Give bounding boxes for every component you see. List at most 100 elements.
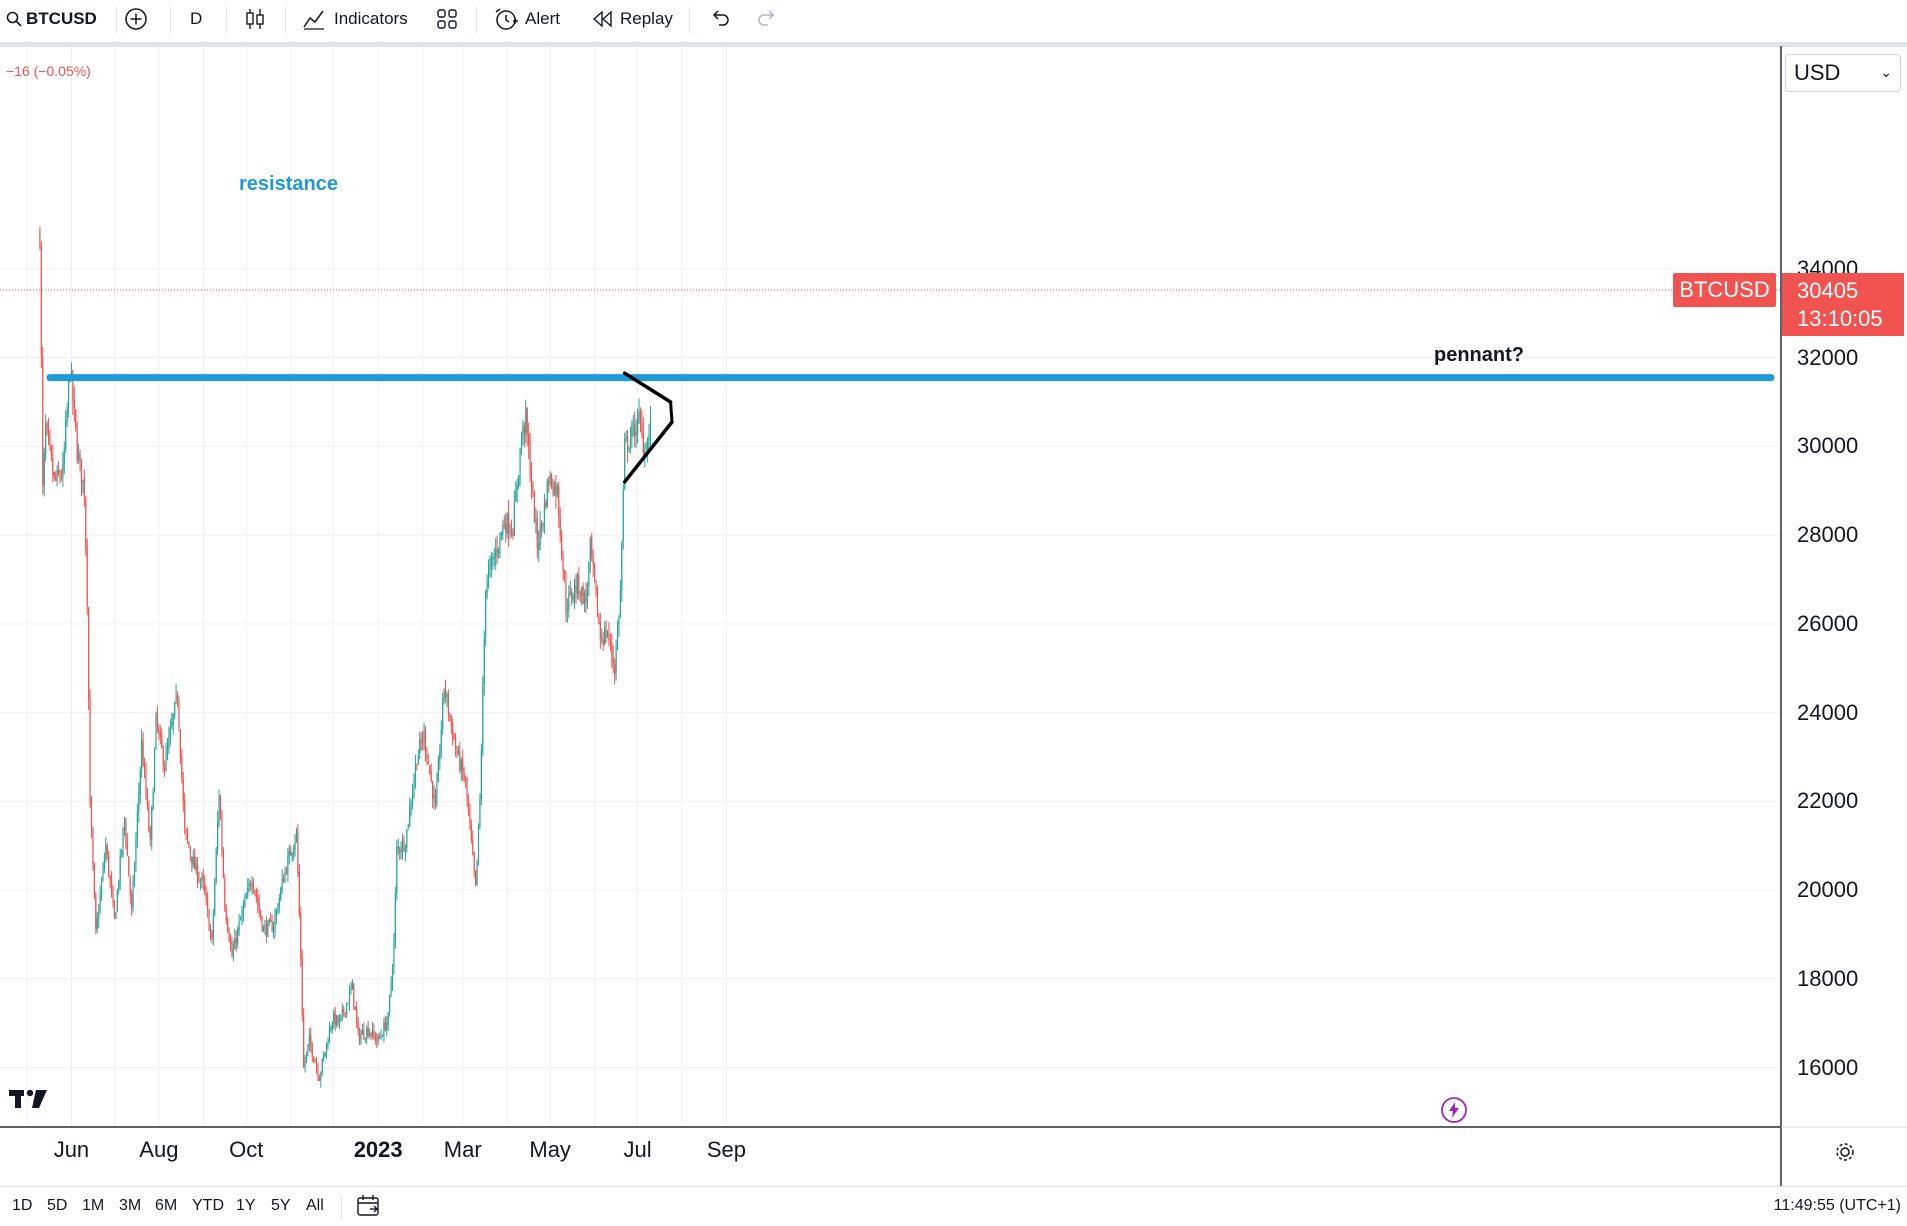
pennant-apex[interactable]: [669, 401, 674, 423]
candle-body: [416, 764, 418, 766]
indicators-button[interactable]: Indicators: [302, 0, 408, 38]
candle-body: [42, 356, 44, 486]
candle: [626, 430, 629, 463]
candle-body: [439, 752, 441, 761]
candle-body: [529, 444, 531, 477]
candle-body: [485, 591, 487, 637]
candle: [444, 679, 447, 703]
candle-body: [172, 714, 174, 724]
candle-body: [545, 501, 547, 508]
clock-timezone[interactable]: 11:49:55 (UTC+1): [1773, 1197, 1901, 1214]
candle: [184, 792, 186, 835]
calendar-icon[interactable]: [356, 1194, 382, 1218]
candle: [298, 863, 300, 919]
candle: [151, 805, 153, 851]
candle-body: [475, 870, 477, 885]
candle-body: [110, 879, 113, 892]
candle: [341, 1003, 343, 1022]
candle-body: [310, 1034, 312, 1046]
candle: [222, 847, 224, 879]
candle-body: [209, 929, 212, 933]
candle: [400, 841, 402, 860]
alert-button[interactable]: Alert: [493, 0, 560, 38]
time-tick-label: Jun: [53, 1137, 90, 1162]
candle-body: [615, 647, 617, 673]
undo-button[interactable]: [709, 0, 731, 38]
candle: [168, 726, 170, 754]
range-button-1m[interactable]: 1M: [82, 1197, 105, 1214]
candle-body: [608, 632, 610, 640]
candle-body: [555, 482, 557, 496]
range-button-1d[interactable]: 1D: [12, 1197, 33, 1214]
candle-body: [497, 548, 500, 555]
range-button-3m[interactable]: 3M: [119, 1197, 142, 1214]
candle-body: [251, 883, 253, 887]
candle: [436, 772, 438, 807]
layouts-button[interactable]: [436, 0, 458, 38]
candle: [346, 1002, 348, 1019]
interval-button[interactable]: D: [190, 0, 202, 38]
candle: [198, 871, 200, 884]
range-button-1y[interactable]: 1Y: [236, 1197, 256, 1214]
candle: [257, 888, 259, 914]
candle-body: [188, 841, 190, 848]
currency-select[interactable]: USD ⌄: [1785, 54, 1901, 92]
candle-body: [142, 740, 144, 766]
candle: [528, 422, 530, 460]
compare-symbol-button[interactable]: [124, 0, 148, 38]
candle: [371, 1021, 374, 1039]
candle: [275, 908, 278, 925]
price-chart[interactable]: [0, 46, 1907, 1186]
candle: [439, 744, 441, 771]
candle: [267, 919, 269, 938]
settings-gear-icon[interactable]: [1834, 1141, 1856, 1163]
replay-button[interactable]: Replay: [592, 0, 673, 38]
candle-body: [171, 722, 173, 728]
candle-body: [208, 910, 210, 931]
candle-body: [330, 1028, 332, 1031]
currency-value: USD: [1794, 60, 1841, 85]
symbol-search-button[interactable]: BTCUSD: [6, 0, 97, 38]
candle-body: [393, 941, 395, 967]
pennant-trendline[interactable]: [622, 420, 674, 484]
candle: [391, 964, 394, 992]
candle-body: [621, 542, 623, 591]
candle-body: [399, 847, 401, 852]
redo-button[interactable]: [756, 0, 778, 38]
pennant-annotation[interactable]: pennant?: [1434, 344, 1524, 366]
candle: [625, 430, 627, 443]
candle: [232, 940, 235, 962]
range-button-6m[interactable]: 6M: [155, 1197, 178, 1214]
tradingview-logo-icon[interactable]: [9, 1088, 49, 1110]
lightning-icon[interactable]: [1440, 1096, 1468, 1124]
range-button-5y[interactable]: 5Y: [271, 1197, 291, 1214]
candle-body: [291, 853, 293, 857]
candle: [551, 472, 553, 490]
range-button-all[interactable]: All: [306, 1197, 324, 1214]
candle-body: [482, 686, 484, 752]
candle-body: [401, 840, 404, 852]
candle: [581, 586, 583, 606]
candle-body: [506, 514, 508, 534]
candle: [219, 794, 222, 821]
candle: [141, 729, 143, 779]
range-button-5d[interactable]: 5D: [47, 1197, 68, 1214]
drawings[interactable]: [46, 371, 1775, 484]
candle: [174, 701, 176, 720]
candle-body: [480, 750, 482, 800]
candle-body: [169, 728, 171, 738]
candle: [434, 788, 437, 810]
range-button-ytd[interactable]: YTD: [192, 1197, 224, 1214]
candle: [649, 406, 652, 446]
candle-body: [520, 438, 523, 451]
candle-body: [348, 991, 351, 1004]
candle-body: [328, 1029, 331, 1043]
candle-body: [596, 589, 599, 617]
candle-body: [344, 1012, 346, 1014]
resistance-annotation[interactable]: resistance: [239, 173, 338, 195]
candle: [227, 916, 229, 934]
candle: [139, 766, 141, 804]
pennant-trendline[interactable]: [622, 371, 673, 404]
chart-type-button[interactable]: [244, 0, 266, 38]
candle: [199, 877, 202, 890]
